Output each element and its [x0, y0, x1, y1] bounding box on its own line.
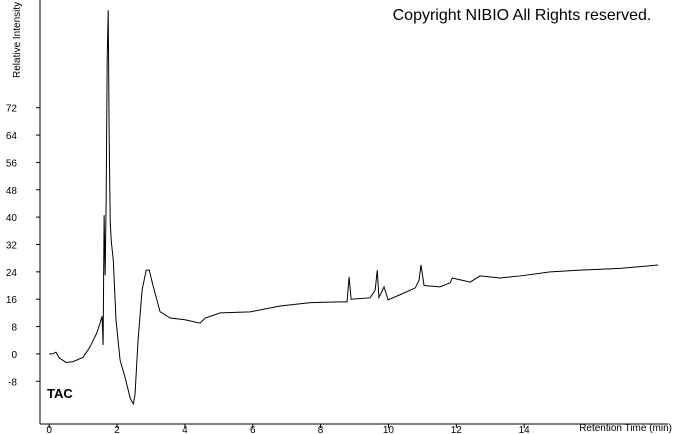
- y-tick-label: 72: [6, 104, 18, 115]
- x-tick-label: 2: [114, 425, 120, 434]
- y-tick-label: 8: [11, 323, 17, 334]
- x-tick-label: 10: [383, 425, 395, 434]
- x-tick-label: 14: [519, 425, 531, 434]
- x-tick-label: 8: [318, 425, 324, 434]
- copyright: Copyright NIBIO All Rights reserved.: [393, 7, 652, 24]
- y-tick-label: 48: [6, 186, 18, 197]
- y-tick-label: 32: [6, 240, 18, 251]
- y-tick-label: 40: [6, 213, 18, 224]
- x-tick-label: 0: [46, 425, 52, 434]
- trace-line: [49, 10, 659, 406]
- x-tick-label: 6: [250, 425, 256, 434]
- y-tick-label: 24: [6, 268, 18, 279]
- x-tick-label: 12: [451, 425, 463, 434]
- y-tick-label: 0: [11, 350, 17, 361]
- x-axis-label: Retention Time (min): [579, 423, 672, 434]
- x-tick-label: 4: [182, 425, 188, 434]
- y-tick-label: 56: [6, 158, 18, 169]
- y-tick-label: 16: [6, 295, 18, 306]
- trace-label: TAC: [47, 386, 73, 401]
- y-tick-label: -8: [8, 377, 17, 388]
- y-axis-label: Relative Intensity: [12, 2, 23, 78]
- y-tick-label: 64: [6, 131, 18, 142]
